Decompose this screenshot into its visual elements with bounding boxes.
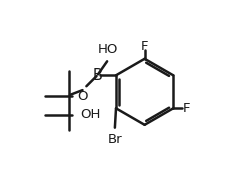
Text: OH: OH bbox=[80, 108, 100, 121]
Text: F: F bbox=[140, 40, 148, 53]
Text: B: B bbox=[92, 68, 102, 83]
Text: Br: Br bbox=[107, 133, 122, 146]
Text: O: O bbox=[77, 90, 88, 103]
Text: HO: HO bbox=[98, 43, 118, 56]
Text: F: F bbox=[182, 102, 189, 115]
